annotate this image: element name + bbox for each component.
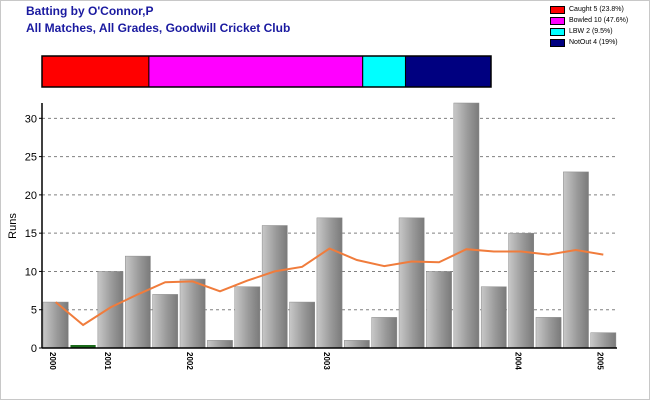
bar-series — [42, 102, 617, 349]
bar — [97, 271, 124, 349]
average-line-series — [55, 247, 604, 327]
bar — [371, 317, 398, 349]
legend-swatch — [550, 5, 565, 14]
share-bar-outline — [41, 55, 492, 88]
bar — [261, 225, 288, 349]
share-segment-caught — [41, 55, 150, 88]
bar — [289, 301, 315, 349]
x-tick-labels: 2000 2001 2002 2003 2004 2005 — [48, 352, 605, 370]
bar — [179, 278, 206, 349]
share-segment-lbw — [362, 55, 406, 88]
legend-label: LBW 2 (9.5%) — [569, 28, 613, 35]
share-segment-notout — [404, 55, 492, 88]
y-tick-label: 5 — [31, 305, 37, 317]
x-tick-label: 2000 — [48, 352, 57, 370]
x-tick-label: 2002 — [185, 352, 194, 370]
bar — [234, 286, 261, 349]
legend: Caught 5 (23.8%) Bowled 10 (47.6%) LBW 2… — [550, 4, 646, 48]
legend-swatch — [550, 38, 565, 47]
bar — [426, 271, 452, 349]
y-tick-label: 20 — [25, 190, 37, 202]
x-tick-label: 2003 — [322, 352, 331, 370]
legend-item-caught: Caught 5 (23.8%) — [550, 4, 646, 15]
y-tick-label: 25 — [25, 152, 37, 164]
bar — [124, 255, 151, 349]
legend-item-bowled: Bowled 10 (47.6%) — [550, 15, 646, 26]
bar — [508, 232, 535, 349]
y-tick-label: 0 — [31, 343, 37, 355]
legend-label: Caught 5 (23.8%) — [569, 6, 624, 13]
bar — [590, 332, 617, 349]
y-tick-label: 15 — [25, 228, 37, 240]
y-axis-label: Runs — [7, 213, 19, 239]
bar — [453, 102, 480, 349]
bar — [316, 217, 343, 349]
x-tick-label: 2001 — [103, 352, 112, 370]
axes — [41, 103, 617, 349]
bar — [207, 340, 233, 349]
bar — [535, 317, 562, 349]
legend-label: Bowled 10 (47.6%) — [569, 17, 629, 24]
bar — [70, 345, 96, 348]
legend-swatch — [550, 16, 565, 25]
x-tick-label: 2005 — [596, 352, 605, 370]
average-line — [55, 247, 604, 327]
bar — [152, 294, 179, 349]
share-segment-bowled — [148, 55, 364, 88]
legend-label: NotOut 4 (19%) — [569, 39, 618, 46]
bar — [480, 286, 507, 349]
bar — [563, 171, 589, 349]
y-tick-label: 10 — [25, 266, 37, 278]
legend-item-lbw: LBW 2 (9.5%) — [550, 26, 646, 37]
legend-item-notout: NotOut 4 (19%) — [550, 37, 646, 48]
dismissal-share-bar — [41, 55, 492, 88]
legend-swatch — [550, 27, 565, 36]
chart-subtitle: All Matches, All Grades, Goodwill Cricke… — [26, 21, 291, 35]
y-tick-labels: 0 5 10 15 20 25 30 — [25, 113, 42, 355]
y-tick-label: 30 — [25, 113, 37, 125]
x-tick-label: 2004 — [513, 352, 522, 370]
bar — [344, 340, 370, 349]
chart-title: Batting by O'Connor,P — [26, 4, 154, 18]
bar — [398, 217, 425, 349]
